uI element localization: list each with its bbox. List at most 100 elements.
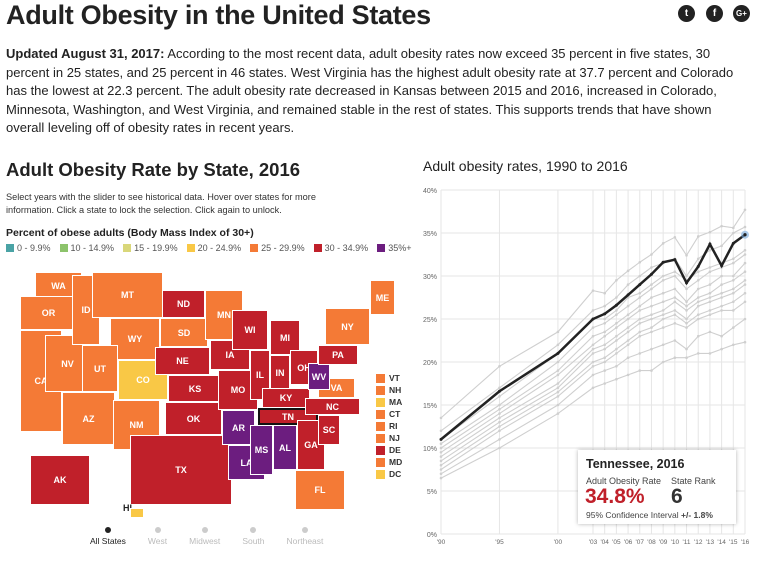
small-state-ct[interactable]: CT — [376, 409, 400, 419]
small-state-de[interactable]: DE — [376, 445, 401, 455]
state-ks[interactable]: KS — [168, 375, 222, 402]
facebook-icon[interactable]: f — [706, 5, 723, 22]
state-swatch — [376, 385, 385, 395]
x-tick-label: '05 — [612, 539, 621, 546]
state-series-line-point — [696, 317, 700, 321]
x-tick-label: '10 — [671, 539, 680, 546]
ci-label: 95% Confidence Interval — [586, 510, 679, 520]
twitter-icon[interactable]: t — [678, 5, 695, 22]
region-west[interactable]: West — [148, 527, 167, 546]
map-legend: 0 - 9.9% 10 - 14.9% 15 - 19.9% 20 - 24.9% 25… — [6, 243, 411, 253]
state-series-line-point — [439, 459, 443, 463]
tennessee-series-line-point — [708, 242, 712, 246]
x-tick-label: '14 — [717, 539, 726, 546]
state-series-line-point — [685, 309, 688, 312]
tennessee-series-line-point — [720, 264, 724, 268]
state-ky[interactable]: KY — [262, 388, 310, 408]
x-tick-label: '09 — [659, 539, 668, 546]
legend-swatch — [377, 244, 386, 252]
region-dot[interactable] — [154, 527, 161, 533]
state-series-line-point — [498, 420, 501, 424]
state-series-line-point — [661, 313, 665, 316]
state-wy[interactable]: WY — [110, 318, 160, 360]
state-tx[interactable]: TX — [130, 435, 232, 505]
state-mt[interactable]: MT — [92, 272, 163, 318]
tennessee-series-line-point — [661, 260, 665, 264]
state-sd[interactable]: SD — [160, 318, 208, 347]
obesity-line-chart[interactable]: 0% 5% 10% 15% 20% 25% 30% 35% 40% '90 '95 '00 '03'04… — [410, 182, 759, 561]
state-abbr: MA — [389, 397, 403, 407]
state-az[interactable]: AZ — [62, 392, 115, 445]
state-series-line-point — [685, 317, 688, 321]
state-nc[interactable]: NC — [305, 398, 360, 415]
state-me[interactable]: ME — [370, 280, 395, 315]
legend-label: 35%+ — [388, 243, 412, 253]
state-pa[interactable]: PA — [318, 345, 358, 365]
small-state-vt[interactable]: VT — [376, 373, 400, 383]
small-state-nh[interactable]: NH — [376, 385, 401, 395]
state-ne[interactable]: NE — [155, 347, 210, 375]
state-ny[interactable]: NY — [325, 308, 370, 345]
state-series-line-point — [591, 326, 595, 329]
y-tick-label: 15% — [423, 403, 437, 410]
state-series-line-point — [615, 296, 618, 299]
state-ar[interactable]: AR — [222, 410, 255, 445]
state-wi[interactable]: WI — [232, 310, 268, 350]
us-map[interactable]: WA OR CA NV ID MT WY UT CO AZ NM ND SD NE KS OK TX MN IA MO… — [0, 260, 402, 520]
legend-label: 30 - 34.9% — [324, 243, 369, 253]
state-series-line-point — [673, 287, 677, 291]
y-tick-label: 20% — [423, 360, 437, 367]
state-series-line-point — [743, 248, 747, 252]
state-il[interactable]: IL — [250, 350, 270, 400]
state-series-line-point — [661, 242, 665, 245]
state-or[interactable]: OR — [20, 296, 77, 330]
state-nd[interactable]: ND — [162, 290, 205, 318]
state-series-line-point — [603, 347, 606, 351]
region-dot[interactable] — [104, 527, 111, 533]
state-swatch — [376, 373, 385, 383]
state-series-line-point — [743, 225, 747, 229]
state-al[interactable]: AL — [273, 425, 297, 470]
small-state-md[interactable]: MD — [376, 457, 402, 467]
state-mi[interactable]: MI — [270, 320, 300, 355]
state-series-line-point — [498, 412, 501, 415]
state-series-line-point — [626, 313, 630, 316]
state-series-line-point — [685, 347, 688, 351]
state-ok[interactable]: OK — [165, 402, 222, 435]
region-dot[interactable] — [201, 527, 208, 533]
region-all-states[interactable]: All States — [90, 527, 126, 546]
state-sc[interactable]: SC — [318, 415, 340, 445]
region-dot[interactable] — [301, 527, 308, 533]
state-swatch — [376, 469, 385, 479]
state-series-line-point — [603, 356, 606, 359]
state-hi-shape[interactable] — [130, 508, 144, 518]
state-wv[interactable]: WV — [308, 363, 330, 390]
small-state-ma[interactable]: MA — [376, 397, 402, 407]
region-selector[interactable]: All States West Midwest South Northeast — [90, 527, 323, 546]
small-state-ri[interactable]: RI — [376, 421, 398, 431]
state-series-line-point — [732, 257, 735, 261]
region-northeast[interactable]: Northeast — [287, 527, 323, 546]
region-midwest[interactable]: Midwest — [189, 527, 220, 546]
google-plus-icon[interactable]: G+ — [733, 5, 750, 22]
state-series-line-point — [498, 386, 501, 390]
y-tick-label: 0% — [427, 532, 437, 539]
state-in[interactable]: IN — [270, 355, 290, 390]
y-tick-label: 25% — [423, 317, 437, 324]
state-series-line-point — [673, 274, 677, 278]
state-series-line-point — [638, 309, 642, 312]
state-series-line-point — [638, 291, 642, 295]
region-south[interactable]: South — [242, 527, 265, 546]
state-series-line-point — [498, 408, 501, 411]
region-dot[interactable] — [250, 527, 257, 533]
state-hi[interactable]: HI — [123, 502, 132, 513]
state-ak[interactable]: AK — [30, 455, 90, 505]
state-series-line-point — [603, 369, 606, 372]
state-ut[interactable]: UT — [82, 345, 118, 392]
state-series-line-point — [685, 254, 688, 257]
small-state-dc[interactable]: DC — [376, 469, 401, 479]
state-series-line-point — [498, 416, 501, 420]
state-fl[interactable]: FL — [295, 470, 345, 510]
state-ms[interactable]: MS — [250, 425, 273, 475]
small-state-nj[interactable]: NJ — [376, 433, 400, 443]
